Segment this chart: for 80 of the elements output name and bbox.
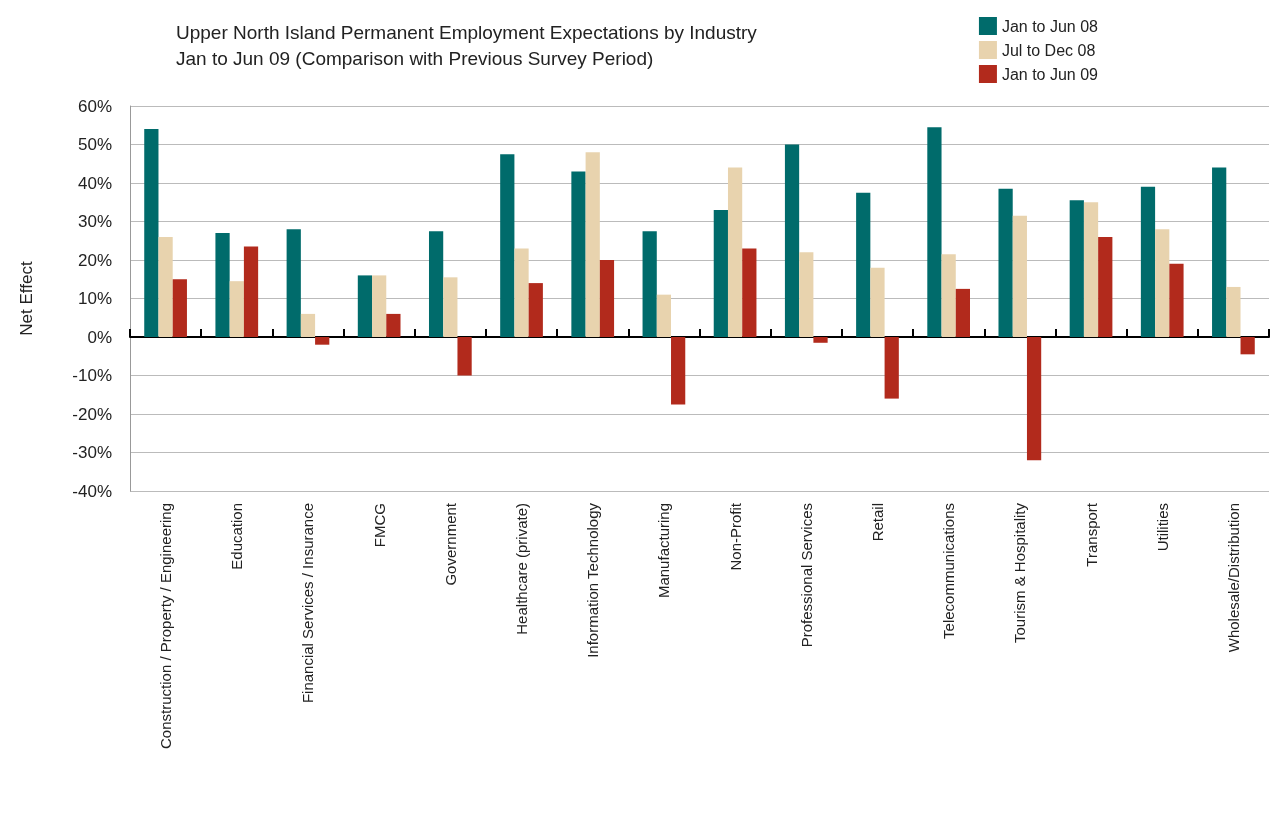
y-tick-label: 30% xyxy=(77,212,112,231)
bar xyxy=(671,337,686,405)
bar xyxy=(357,275,373,337)
y-tick-label: 20% xyxy=(77,250,112,270)
bar xyxy=(443,277,458,337)
bar xyxy=(500,154,515,337)
x-tick-label: Education xyxy=(228,503,246,570)
x-tick-label: Wholesale/Distribution xyxy=(1224,503,1242,653)
bar xyxy=(713,209,728,337)
bar xyxy=(1169,263,1184,337)
bar xyxy=(1226,286,1241,337)
bar xyxy=(514,248,529,337)
bar xyxy=(243,246,259,337)
x-tick-label: Financial Services / Insurance xyxy=(299,503,317,704)
bar xyxy=(386,313,401,337)
bar xyxy=(1098,236,1113,337)
bar xyxy=(1155,229,1170,337)
legend-label: Jan to Jun 09 xyxy=(1001,65,1099,83)
bar xyxy=(642,231,657,337)
bar xyxy=(144,129,159,337)
bar xyxy=(457,337,472,376)
bar xyxy=(870,267,885,337)
bar xyxy=(941,254,956,337)
x-tick-label: Manufacturing xyxy=(655,503,673,599)
bar xyxy=(1212,167,1227,337)
bar xyxy=(727,167,743,337)
bar xyxy=(927,127,942,337)
x-tick-label: Information Technology xyxy=(584,502,602,658)
x-tick-label: Healthcare (private) xyxy=(513,503,531,635)
x-tick-label: FMCG xyxy=(370,503,388,548)
bar xyxy=(172,279,187,337)
bar xyxy=(315,337,330,345)
bar xyxy=(528,283,543,337)
x-tick-label: Construction / Property / Engineering xyxy=(157,503,175,749)
bar xyxy=(784,144,800,337)
y-tick-label: -40% xyxy=(72,481,112,501)
bar xyxy=(799,252,814,337)
y-tick-label: 0% xyxy=(87,327,112,347)
bar xyxy=(1083,202,1099,337)
bar xyxy=(884,337,899,399)
legend-label: Jan to Jun 08 xyxy=(1001,17,1099,35)
x-tick-label: Government xyxy=(441,502,459,586)
y-axis-title: Net Effect xyxy=(17,261,36,336)
bar xyxy=(571,171,586,337)
bar xyxy=(585,152,600,337)
y-tick-label: 50% xyxy=(77,135,112,154)
x-tick-label: Non-Profit xyxy=(726,502,744,571)
y-tick-label: 10% xyxy=(77,289,112,308)
bar xyxy=(955,288,971,337)
bar xyxy=(1012,215,1027,337)
bar xyxy=(300,313,316,337)
bar xyxy=(599,260,615,337)
x-tick-label: Tourism & Hospitality xyxy=(1011,502,1029,644)
x-tick-label: Utilities xyxy=(1153,503,1171,552)
legend-label: Jul to Dec 08 xyxy=(1001,41,1096,59)
y-tick-label: -10% xyxy=(72,366,112,385)
x-tick-label: Retail xyxy=(868,503,886,542)
bar xyxy=(428,231,444,337)
bar xyxy=(1069,200,1084,337)
bar xyxy=(1140,186,1156,337)
bar xyxy=(372,275,387,337)
bar xyxy=(158,236,173,337)
chart-title: Upper North Island Permanent Employment Expectations by Industry Jan to Jun 09 (Comparison with Previous Survey Period) xyxy=(176,21,758,69)
y-tick-label: 40% xyxy=(77,173,112,193)
bar xyxy=(229,281,244,337)
bar xyxy=(813,337,828,343)
bar xyxy=(1240,337,1255,355)
y-tick-label: -30% xyxy=(72,443,112,462)
bar xyxy=(1026,337,1042,461)
bar xyxy=(215,233,230,337)
bar xyxy=(998,188,1013,337)
x-tick-label: Transport xyxy=(1082,502,1100,567)
y-tick-label: 60% xyxy=(77,96,112,116)
bar xyxy=(286,229,301,337)
x-tick-label: Professional Services xyxy=(797,503,815,648)
y-tick-label: -20% xyxy=(72,404,112,424)
bar xyxy=(742,248,757,337)
bar xyxy=(656,294,672,337)
x-tick-label: Telecommunications xyxy=(940,503,958,639)
bar xyxy=(856,192,871,337)
